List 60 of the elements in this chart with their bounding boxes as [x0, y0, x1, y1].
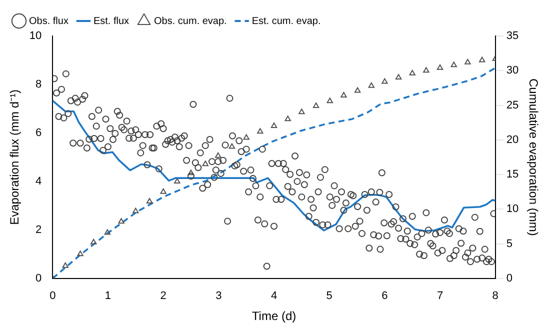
point: [132, 208, 139, 214]
point: [270, 122, 278, 128]
y-tick-label: 2: [36, 224, 42, 236]
point: [202, 160, 208, 166]
y-tick-label: 10: [29, 30, 42, 42]
x-tick-label: 1: [104, 290, 112, 302]
legend-label: Est. flux: [93, 16, 130, 27]
x-tick-label: 7: [436, 290, 444, 302]
point: [243, 134, 250, 140]
point: [464, 58, 471, 64]
point: [77, 250, 84, 256]
point: [382, 78, 388, 84]
y-tick-label: 8: [36, 78, 42, 91]
y-axis-title: Evaporation flux (mm d⁻¹): [8, 90, 22, 225]
x-tick-label: 0: [50, 290, 56, 302]
point: [436, 64, 444, 70]
x-tick-label: 5: [326, 290, 332, 302]
point: [90, 238, 97, 244]
x-tick-label: 3: [216, 290, 222, 302]
point: [478, 56, 486, 62]
point: [118, 218, 124, 224]
y2-tick-label: 20: [506, 134, 519, 146]
point: [284, 116, 291, 122]
point: [228, 143, 236, 149]
point: [409, 70, 416, 76]
legend-label: Obs. cum. evap.: [154, 16, 227, 27]
point: [326, 98, 333, 104]
point: [188, 170, 194, 176]
point: [450, 62, 457, 68]
y2-tick-label: 10: [506, 203, 519, 216]
y2-tick-label: 25: [506, 99, 519, 112]
point: [298, 108, 305, 114]
x-tick-label: 4: [270, 290, 278, 302]
y2-tick-label: 0: [506, 272, 512, 284]
y2-axis-title: Cumulative evaporation (mm): [526, 78, 540, 236]
x-tick-label: 2: [160, 290, 166, 302]
y2-tick-label: 35: [506, 30, 519, 42]
x-axis-title: Time (d): [252, 309, 296, 324]
y-tick-label: 0: [36, 272, 42, 284]
y2-tick-label: 15: [506, 168, 519, 181]
x-tick-label: 8: [492, 290, 498, 302]
point: [340, 92, 347, 98]
point: [423, 67, 430, 73]
point: [312, 102, 320, 108]
point: [62, 262, 68, 268]
y-tick-label: 4: [36, 175, 42, 188]
point: [395, 74, 402, 80]
point: [104, 229, 111, 235]
legend-label: Est. cum. evap.: [252, 16, 321, 27]
point: [160, 188, 166, 194]
point: [354, 87, 361, 93]
y2-tick-label: 5: [506, 238, 512, 250]
x-tick-label: 6: [382, 290, 388, 302]
legend-label: Obs. flux: [29, 16, 68, 27]
point: [257, 128, 264, 134]
point: [215, 152, 222, 158]
point: [368, 82, 374, 88]
y2-tick-label: 30: [506, 64, 519, 77]
point: [146, 198, 153, 204]
y-tick-label: 6: [36, 126, 42, 139]
